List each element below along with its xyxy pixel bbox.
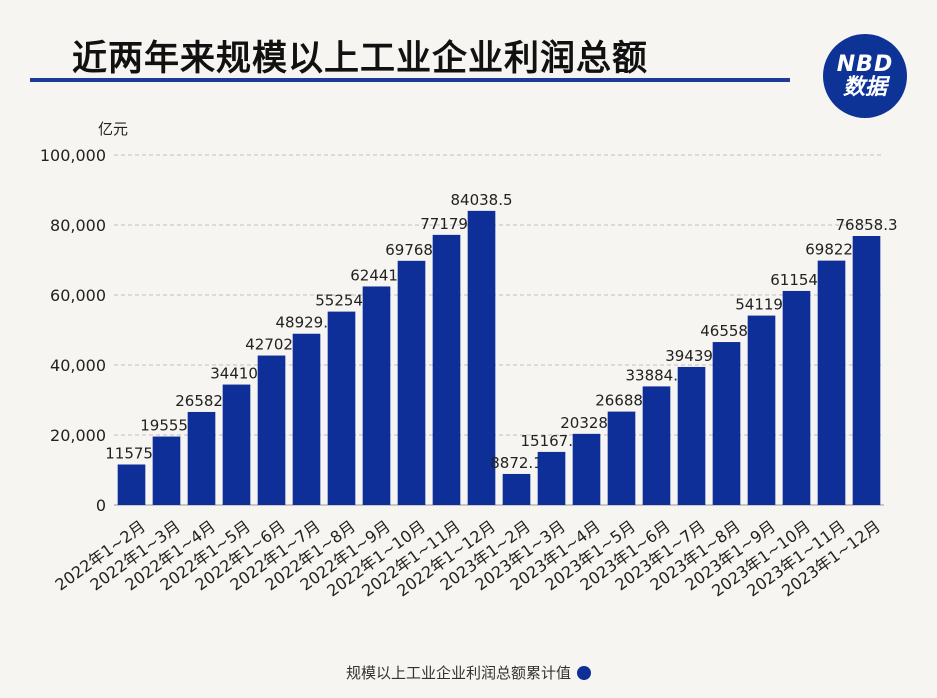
y-tick-label: 40,000 xyxy=(50,356,106,375)
legend-swatch xyxy=(577,665,591,680)
data-label: 55254. xyxy=(315,292,368,310)
bar xyxy=(537,451,566,505)
data-label: 11575. xyxy=(105,444,158,462)
bar xyxy=(782,290,811,505)
data-label: 20328. xyxy=(560,414,613,432)
bar xyxy=(152,436,181,505)
y-tick-label: 60,000 xyxy=(50,286,106,305)
data-label: 46558. xyxy=(700,322,753,340)
y-tick-label: 0 xyxy=(96,496,106,515)
y-tick-label: 100,000 xyxy=(40,146,106,165)
bar xyxy=(677,366,706,505)
bar xyxy=(117,464,146,505)
bar xyxy=(607,411,636,505)
chart-title: 近两年来规模以上工业企业利润总额 xyxy=(72,39,649,79)
data-label: 15167.4 xyxy=(520,432,582,450)
bar xyxy=(292,333,321,505)
bar xyxy=(397,260,426,505)
data-label: 69822. xyxy=(805,241,858,259)
bar xyxy=(852,235,881,505)
y-tick-label: 20,000 xyxy=(50,426,106,445)
data-label: 76858.3 xyxy=(835,216,897,234)
logo-text-bottom: 数据 xyxy=(842,75,887,100)
bar xyxy=(817,260,846,505)
bar xyxy=(327,311,356,505)
legend: 规模以上工业企业利润总额累计值 xyxy=(0,662,937,683)
y-unit-label: 亿元 xyxy=(98,120,128,138)
bar xyxy=(222,384,251,505)
nbd-logo: NBD 数据 xyxy=(823,34,907,118)
data-label: 69768. xyxy=(385,241,438,259)
title-underline xyxy=(30,78,790,82)
data-label: 62441. xyxy=(350,266,403,284)
data-label: 84038.5 xyxy=(450,191,512,209)
data-label: 8872.1 xyxy=(490,454,543,472)
bar xyxy=(642,386,671,505)
data-label: 34410. xyxy=(210,365,263,383)
y-tick-label: 80,000 xyxy=(50,216,106,235)
bar xyxy=(712,342,741,505)
bar xyxy=(502,473,531,505)
bar xyxy=(432,234,461,505)
data-label: 26582. xyxy=(175,392,228,410)
data-label: 33884.6 xyxy=(625,366,687,384)
legend-label: 规模以上工业企业利润总额累计值 xyxy=(345,664,571,682)
data-label: 42702. xyxy=(245,336,298,354)
bar xyxy=(467,210,496,506)
data-label: 61154. xyxy=(770,271,823,289)
bar xyxy=(187,411,216,505)
bar xyxy=(747,315,776,505)
data-label: 26688. xyxy=(595,392,648,410)
data-label: 54119. xyxy=(735,296,788,314)
bar xyxy=(257,355,286,505)
data-label: 77179. xyxy=(420,215,473,233)
bar xyxy=(362,286,391,505)
logo-text-top: NBD xyxy=(836,51,894,77)
data-label: 39439. xyxy=(665,347,718,365)
bar xyxy=(572,433,601,505)
data-label: 48929.5 xyxy=(275,314,337,332)
data-label: 19555. xyxy=(140,417,193,435)
